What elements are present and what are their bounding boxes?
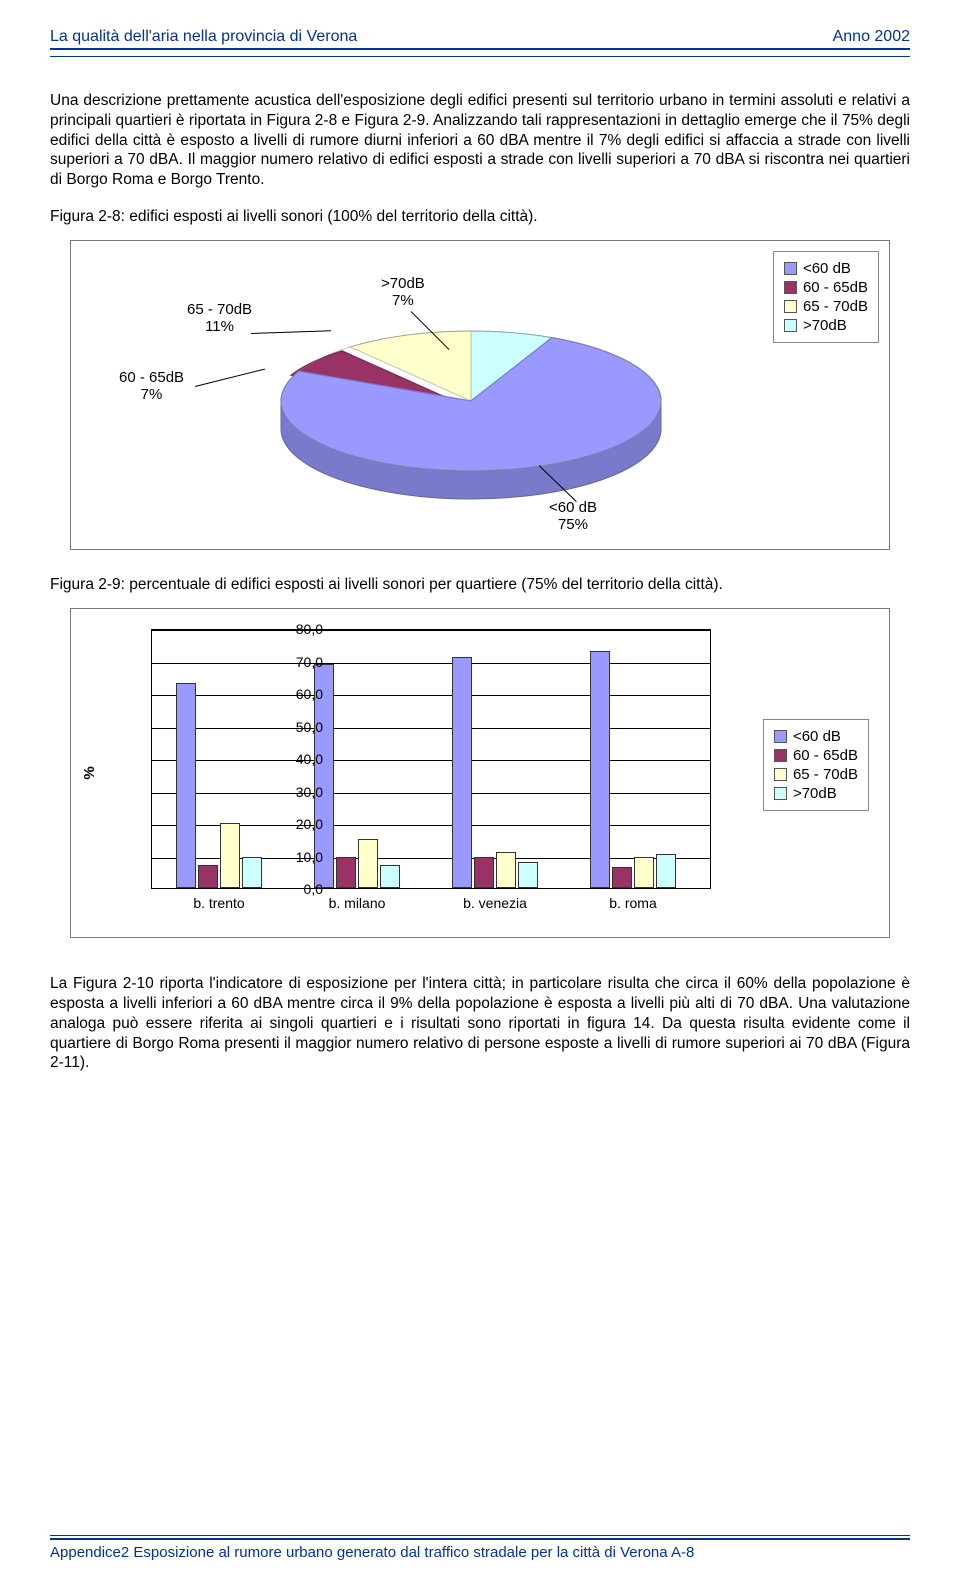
swatch-icon [784,262,797,275]
bar [176,683,196,888]
swatch-icon [784,300,797,313]
page: La qualità dell'aria nella provincia di … [0,0,960,1583]
page-footer: Appendice2 Esposizione al rumore urbano … [50,1527,910,1561]
header-rule [50,48,910,50]
ytick: 10,0 [273,849,323,865]
ytick: 30,0 [273,784,323,800]
legend-label: <60 dB [803,260,851,277]
ytick: 80,0 [273,621,323,637]
figure-2-8-caption: Figura 2-8: edifici esposti ai livelli s… [50,208,910,226]
swatch-icon [774,768,787,781]
xtick: b. venezia [463,895,527,911]
bar-ylabel: % [81,766,98,779]
bar [242,857,262,888]
legend-item: <60 dB [774,728,858,745]
paragraph-intro: Una descrizione prettamente acustica del… [50,91,910,190]
legend-label: >70dB [803,317,847,334]
header-title-left: La qualità dell'aria nella provincia di … [50,28,357,46]
ytick: 40,0 [273,751,323,767]
bar-chart-frame: % [70,608,890,938]
bar [612,867,632,888]
legend-item: 65 - 70dB [784,298,868,315]
ytick: 70,0 [273,654,323,670]
swatch-icon [784,281,797,294]
footer-text: Appendice2 Esposizione al rumore urbano … [50,1544,910,1561]
legend-label: 60 - 65dB [803,279,868,296]
bar [496,852,516,888]
legend-item: 65 - 70dB [774,766,858,783]
legend-label: 65 - 70dB [803,298,868,315]
xtick: b. roma [609,895,656,911]
bar [380,865,400,888]
bar [634,857,654,888]
footer-rule [50,1535,910,1536]
bar [590,651,610,888]
legend-item: 60 - 65dB [774,747,858,764]
page-header: La qualità dell'aria nella provincia di … [50,28,910,46]
legend-label: 60 - 65dB [793,747,858,764]
ytick: 50,0 [273,719,323,735]
bar [336,857,356,888]
legend-label: 65 - 70dB [793,766,858,783]
bar [198,865,218,888]
xtick: b. trento [193,895,244,911]
header-title-right: Anno 2002 [833,28,910,46]
legend-label: <60 dB [793,728,841,745]
paragraph-outro: La Figura 2-10 riporta l'indicatore di e… [50,974,910,1073]
bar [452,657,472,888]
figure-2-9-caption: Figura 2-9: percentuale di edifici espos… [50,576,910,594]
swatch-icon [774,730,787,743]
legend-item: <60 dB [784,260,868,277]
bar-plot-area [151,629,711,889]
ytick: 20,0 [273,816,323,832]
bar [656,854,676,888]
pie-label-65-70: 65 - 70dB 11% [187,301,252,335]
legend-item: 60 - 65dB [784,279,868,296]
pie-chart-frame: 60 - 65dB 7% 65 - 70dB 11% >70dB 7% <60 … [70,240,890,550]
swatch-icon [774,787,787,800]
ytick: 0,0 [273,881,323,897]
bar [358,839,378,888]
pie-label-lt60: <60 dB 75% [549,499,597,533]
pie-label-60-65: 60 - 65dB 7% [119,369,184,403]
bar [518,862,538,888]
bar [220,823,240,888]
pie-label-gt70: >70dB 7% [381,275,425,309]
legend-item: >70dB [784,317,868,334]
xtick: b. milano [329,895,386,911]
footer-rule-thick [50,1538,910,1540]
ytick: 60,0 [273,686,323,702]
swatch-icon [784,319,797,332]
pie-chart-svg [251,281,691,531]
swatch-icon [774,749,787,762]
pie-legend: <60 dB 60 - 65dB 65 - 70dB >70dB [773,251,879,343]
legend-label: >70dB [793,785,837,802]
header-rule-thin [50,56,910,57]
bar-legend: <60 dB 60 - 65dB 65 - 70dB >70dB [763,719,869,811]
bar [474,857,494,888]
legend-item: >70dB [774,785,858,802]
